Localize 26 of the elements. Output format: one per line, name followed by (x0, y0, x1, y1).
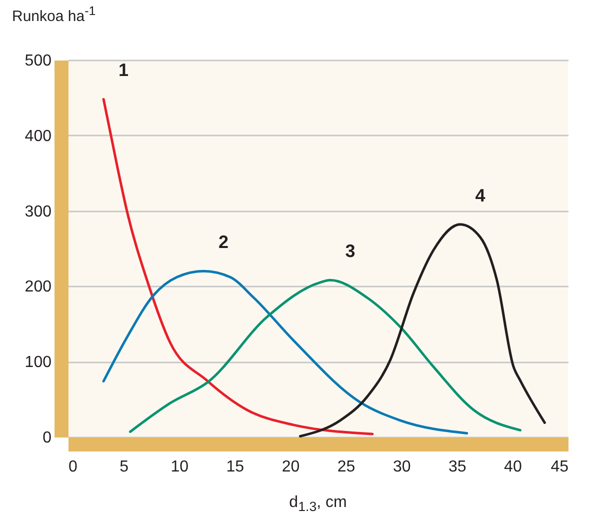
y-axis-title: Runkoa ha$^{-1}$ (12, 4, 96, 25)
x-tick-label: 40 (504, 458, 522, 476)
y-tick-label: 100 (24, 354, 52, 372)
x-tick-label: 45 (550, 458, 569, 476)
x-tick-label: 35 (448, 458, 466, 476)
x-tick-label: 5 (120, 458, 129, 476)
line-series (102, 270, 468, 434)
x-tick-label: 30 (392, 458, 411, 476)
series-label: 2 (218, 232, 229, 252)
x-tick-label: 25 (337, 458, 356, 476)
x-tick-label: 0 (68, 458, 78, 476)
y-tick-label: 200 (24, 278, 52, 296)
x-tick-label: 20 (282, 458, 300, 476)
x-tick-label: 15 (226, 458, 244, 476)
y-tick-label: 500 (24, 52, 52, 70)
line-series (298, 223, 546, 438)
y-tick-label: 400 (24, 128, 52, 145)
series-label: 4 (475, 185, 486, 206)
line-series (102, 98, 374, 436)
x-tick-label: 10 (170, 458, 189, 476)
series-label: 3 (345, 241, 356, 262)
y-tick-label: 300 (24, 203, 52, 220)
line-series (128, 278, 522, 433)
x-axis-title: d$_{1.3}$, cm (288, 494, 348, 514)
y-tick-label: 0 (42, 430, 52, 446)
series-label: 1 (118, 60, 129, 80)
